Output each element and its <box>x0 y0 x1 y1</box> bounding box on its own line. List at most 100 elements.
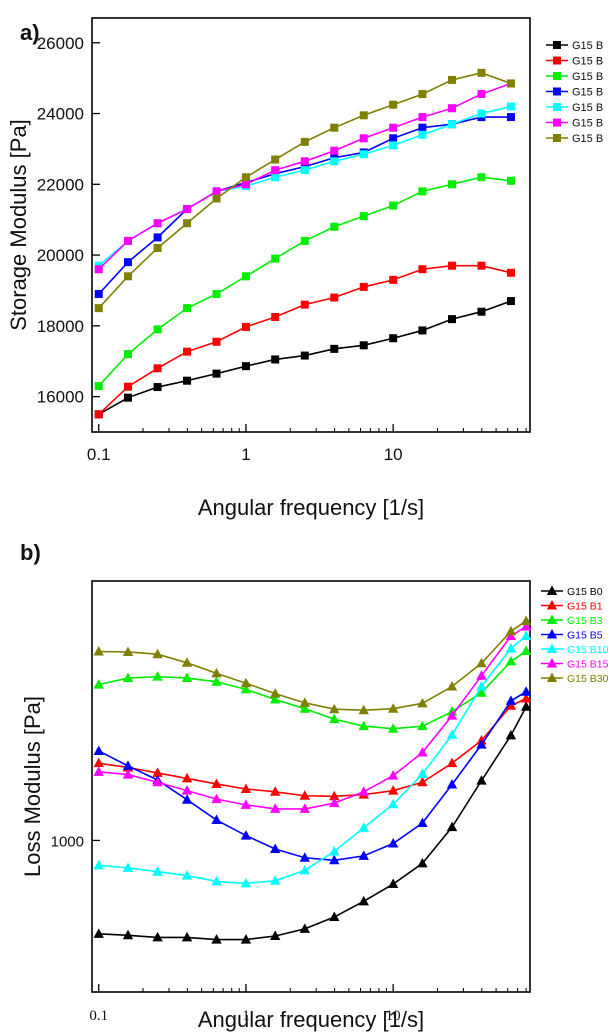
data-point <box>123 382 132 391</box>
data-point <box>505 642 517 653</box>
data-point <box>300 137 309 146</box>
data-point <box>212 290 221 298</box>
plot-frame <box>91 17 531 433</box>
data-point <box>181 931 193 942</box>
series-g15-b0 <box>93 701 532 944</box>
data-point <box>241 173 250 182</box>
data-point <box>122 760 134 770</box>
data-point <box>271 166 280 175</box>
data-point <box>153 325 162 334</box>
data-point <box>506 113 515 122</box>
data-point <box>183 205 192 214</box>
x-axis-title: Angular frequency [1/s] <box>198 495 424 520</box>
data-point <box>506 268 515 277</box>
data-point <box>387 770 399 780</box>
data-point <box>271 155 280 164</box>
data-point <box>93 745 104 755</box>
data-point <box>329 911 340 922</box>
series-g15-b0 <box>94 297 515 419</box>
series-g15-b30 <box>94 68 515 313</box>
data-point <box>476 775 487 785</box>
data-point <box>152 648 163 659</box>
data-point <box>446 729 458 739</box>
legend-entry: G15 B <box>572 118 603 130</box>
data-point <box>329 854 340 865</box>
data-point <box>270 688 281 698</box>
data-point <box>359 212 368 221</box>
legend-entry: G15 B0 <box>567 586 603 598</box>
series-line <box>98 264 512 415</box>
data-point <box>300 300 309 309</box>
data-point <box>299 697 310 707</box>
data-point <box>240 934 252 944</box>
data-point <box>123 272 132 281</box>
data-point <box>211 676 222 686</box>
data-point <box>387 837 399 848</box>
data-point <box>300 166 309 175</box>
data-point <box>300 351 309 360</box>
data-point <box>212 369 221 378</box>
data-point <box>477 261 486 270</box>
data-point <box>546 614 558 624</box>
data-point <box>553 41 561 49</box>
data-point <box>389 123 398 132</box>
data-point <box>546 629 558 639</box>
data-point <box>329 703 340 714</box>
data-point <box>418 326 427 335</box>
series-line <box>98 635 527 885</box>
series-line <box>98 706 527 941</box>
data-point <box>387 798 399 809</box>
data-point <box>477 173 486 182</box>
data-point <box>271 173 280 182</box>
data-point <box>211 934 222 944</box>
data-point <box>389 275 398 284</box>
data-point <box>448 315 457 324</box>
data-point <box>477 68 486 77</box>
data-point <box>476 687 487 697</box>
data-point <box>389 134 398 143</box>
data-point <box>553 56 561 65</box>
data-point <box>299 803 310 813</box>
data-point <box>93 757 104 768</box>
data-point <box>271 254 280 263</box>
data-point <box>418 113 427 122</box>
data-point <box>240 783 252 793</box>
data-point <box>506 102 515 111</box>
data-point <box>506 297 515 306</box>
data-point <box>270 693 281 704</box>
panel-b: b) 0.1 1 10 1000 Angular frequency [1/s] Loss… <box>20 540 609 1032</box>
data-point <box>181 785 193 795</box>
series-line <box>98 625 527 810</box>
data-point <box>448 261 457 270</box>
data-point <box>387 703 399 713</box>
data-point <box>271 313 280 321</box>
data-point <box>418 187 427 196</box>
data-point <box>359 282 368 291</box>
data-point <box>153 233 162 242</box>
data-point <box>211 778 222 788</box>
data-point <box>546 643 558 653</box>
data-point <box>152 776 163 787</box>
data-point <box>183 347 192 356</box>
data-point <box>270 786 281 796</box>
data-point <box>553 103 561 111</box>
data-point <box>359 134 368 143</box>
data-point <box>505 630 517 641</box>
data-point <box>553 118 561 127</box>
data-point <box>270 875 281 885</box>
data-point <box>389 201 398 210</box>
data-point <box>123 236 132 245</box>
y-tick-label: 16000 <box>37 388 84 407</box>
legend: G15 B0 G15 B1 G15 B3 G15 B5 G15 B10 G15 B15 G1… <box>541 585 609 685</box>
data-point <box>299 790 310 800</box>
data-point <box>330 157 339 166</box>
series-g15-b5 <box>93 686 532 865</box>
data-point <box>181 794 193 804</box>
series-g15-b3 <box>93 645 532 733</box>
legend: G15 B G15 B G15 B G15 B G15 B G15 B G15 B <box>546 40 603 145</box>
legend-entry: G15 B10 <box>567 644 609 656</box>
data-point <box>417 857 428 868</box>
series-g15-b10 <box>93 630 532 888</box>
data-point <box>240 877 252 888</box>
data-point <box>477 90 486 99</box>
